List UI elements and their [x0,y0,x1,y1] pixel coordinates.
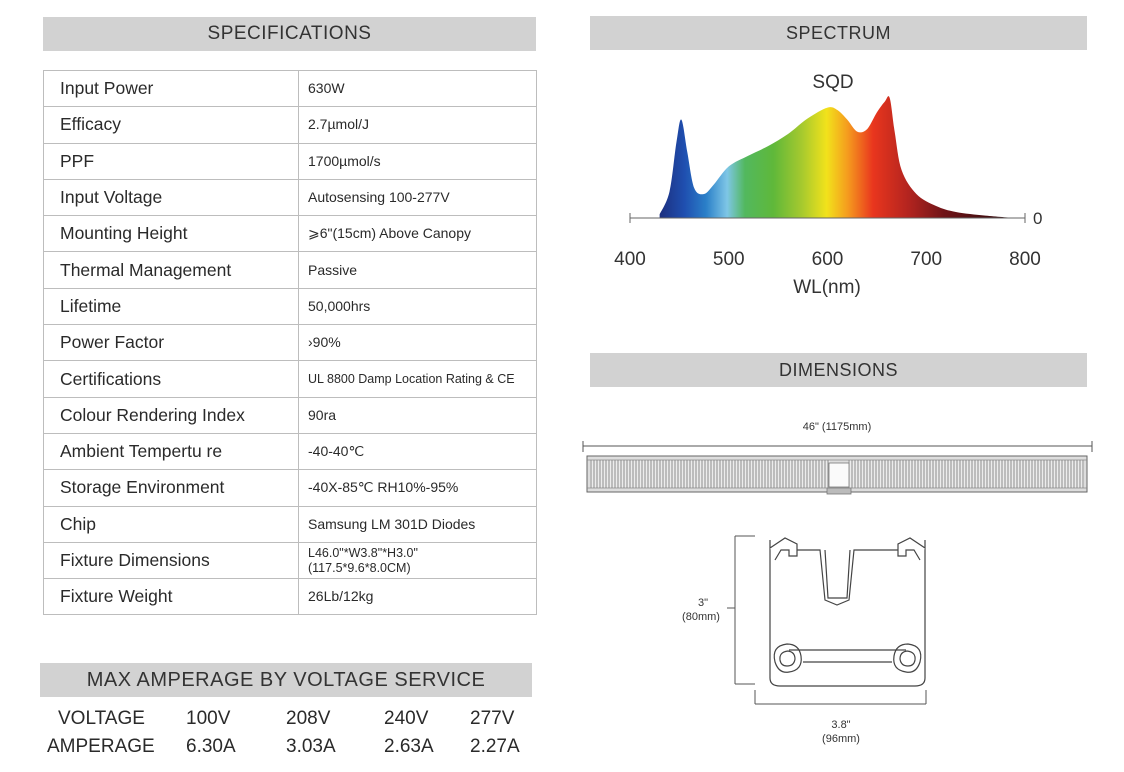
x-tick-label: 700 [910,249,942,270]
spec-label: Ambient Tempertu re [43,432,299,471]
spec-value-line: L46.0"*W3.8"*H3.0" [308,545,418,560]
spec-value: UL 8800 Damp Location Rating & CE [298,360,537,398]
amperage-value: 2.63A [384,736,434,757]
spec-value: -40-40℃ [298,432,537,471]
spectrum-area [659,96,1016,218]
voltage-value: 100V [186,708,231,729]
chart-title: SQD [812,72,853,93]
spec-value: 50,000hrs [298,287,537,326]
spec-label: Mounting Height [43,215,299,253]
spec-row: Mounting Height ⩾6"(15cm) Above Canopy [43,215,537,253]
spec-label: Thermal Management [43,251,299,289]
voltage-value: 277V [470,708,515,729]
spectrum-chart: SQD 400 500 600 700 800 0 WL(nm) [614,72,1042,298]
spectrum-header: SPECTRUM [590,16,1087,50]
length-label: 46" (1175mm) [803,421,872,433]
spec-label: PPF [43,142,299,180]
spec-label: Certifications [43,360,299,398]
spec-label: Fixture Dimensions [43,541,299,580]
specifications-table: Input Power 630W Efficacy 2.7µmol/J PPF 1700µ… [43,69,537,616]
width-dimension-line [754,690,927,705]
spec-value: 1700µmol/s [298,142,537,180]
spec-label: Efficacy [43,106,299,144]
amperage-value: 3.03A [286,736,336,757]
fixture-cross-section [769,537,926,687]
spec-row: Colour Rendering Index 90ra [43,396,537,434]
spec-value: Samsung LM 301D Diodes [298,505,537,543]
spec-row: Storage Environment -40X-85℃ RH10%-95% [43,469,537,507]
spec-row: Fixture Weight 26Lb/12kg [43,578,537,616]
amperage-value: 2.27A [470,736,520,757]
spec-value: Autosensing 100-277V [298,178,537,217]
y-tick-label: 0 [1033,209,1042,228]
dimensions-header: DIMENSIONS [590,353,1087,387]
voltage-value: 240V [384,708,429,729]
x-tick-label: 400 [614,249,646,270]
spec-value: ⩾6"(15cm) Above Canopy [298,215,537,253]
spec-value: 90ra [298,396,537,434]
spec-value: 2.7µmol/J [298,106,537,144]
spec-value: ›90% [298,324,537,362]
amperage-row: AMPERAGE 6.30A 3.03A 2.63A 2.27A [45,736,535,760]
spec-row: Certifications UL 8800 Damp Location Rati… [43,360,537,398]
spec-row: Ambient Tempertu re -40-40℃ [43,432,537,471]
spec-label: Input Power [43,69,299,108]
spec-value: Passive [298,251,537,289]
spec-row: Input Power 630W [43,69,537,108]
amperage-header: MAX AMPERAGE BY VOLTAGE SERVICE [40,663,532,697]
spec-row: Chip Samsung LM 301D Diodes [43,505,537,543]
voltage-value: 208V [286,708,331,729]
spec-label: Input Voltage [43,178,299,217]
spec-label: Chip [43,505,299,543]
spec-label: Colour Rendering Index [43,396,299,434]
spec-label: Storage Environment [43,469,299,507]
spec-row: Lifetime 50,000hrs [43,287,537,326]
spec-row: Efficacy 2.7µmol/J [43,106,537,144]
dimensions-drawing: 46" (1175mm) 3" (80mm) [582,421,1093,745]
x-tick-label: 500 [713,249,745,270]
voltage-label: VOLTAGE [58,708,145,729]
width-label-metric: (96mm) [822,733,860,745]
voltage-row: VOLTAGE 100V 208V 240V 277V [45,708,535,732]
spec-value: 630W [298,69,537,108]
spec-value: 26Lb/12kg [298,578,537,616]
spec-label: Fixture Weight [43,578,299,616]
spec-value: -40X-85℃ RH10%-95% [298,469,537,507]
spec-value: L46.0"*W3.8"*H3.0" (117.5*9.6*8.0CM) [298,541,537,580]
spec-label: Power Factor [43,324,299,362]
height-label-metric: (80mm) [682,611,720,623]
spec-row: Fixture Dimensions L46.0"*W3.8"*H3.0" (117… [43,541,537,580]
x-tick-label: 800 [1009,249,1041,270]
spec-row: PPF 1700µmol/s [43,142,537,180]
height-dimension-line [727,535,755,685]
fixture-side-view [586,455,1088,495]
x-axis-label: WL(nm) [793,277,861,298]
length-dimension-line [582,441,1093,452]
spec-row: Power Factor ›90% [43,324,537,362]
spec-row: Thermal Management Passive [43,251,537,289]
specifications-header: SPECIFICATIONS [43,17,536,51]
spec-label: Lifetime [43,287,299,326]
amperage-value: 6.30A [186,736,236,757]
spec-row: Input Voltage Autosensing 100-277V [43,178,537,217]
height-label: 3" [698,597,708,609]
amperage-label: AMPERAGE [47,736,155,757]
spec-value-line: (117.5*9.6*8.0CM) [308,560,411,575]
width-label: 3.8" [831,719,850,731]
x-tick-label: 600 [812,249,844,270]
